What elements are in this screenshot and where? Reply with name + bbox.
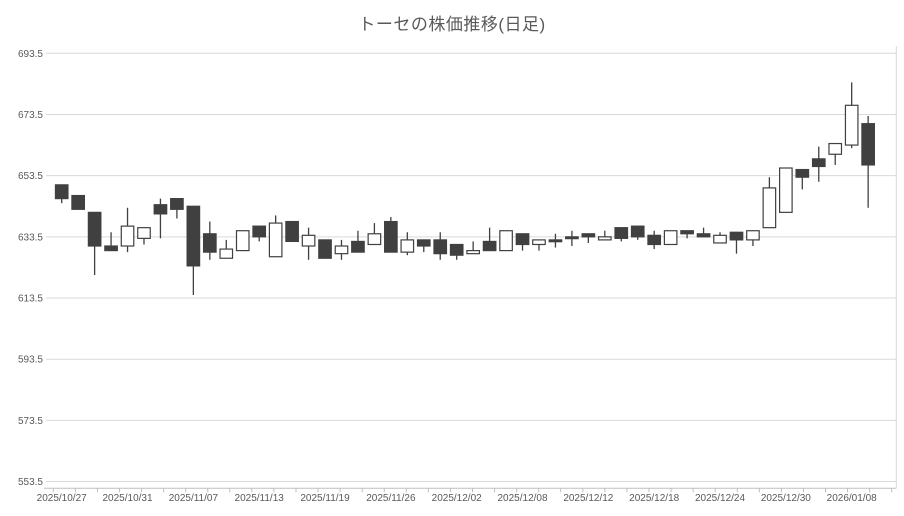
- candle-body: [779, 167, 793, 213]
- y-axis-label: 673.5: [18, 110, 43, 121]
- y-axis-label: 593.5: [18, 355, 43, 366]
- x-axis-label: 2025/12/08: [497, 493, 547, 504]
- candle-body: [581, 233, 596, 238]
- candle-body: [729, 231, 744, 241]
- candle-body: [499, 230, 513, 252]
- candle-body: [54, 184, 69, 200]
- candle-body: [548, 239, 563, 243]
- candle-body: [268, 222, 283, 258]
- candle-body: [219, 248, 234, 259]
- candle-body: [811, 158, 826, 168]
- candle-body: [762, 187, 777, 229]
- x-axis-label: 2025/11/19: [300, 493, 350, 504]
- candle-body: [630, 225, 645, 238]
- candle-body: [844, 104, 859, 146]
- x-axis-label: 2025/11/13: [235, 493, 285, 504]
- x-axis-label: 2025/12/30: [761, 493, 811, 504]
- candle-body: [663, 230, 678, 246]
- candle-body: [532, 239, 546, 246]
- candle-body: [120, 225, 135, 247]
- candle-body: [680, 230, 694, 235]
- y-axis-label: 553.5: [18, 477, 43, 488]
- candle-body: [170, 198, 184, 210]
- candle-body: [647, 234, 662, 246]
- y-axis-label: 653.5: [18, 171, 43, 182]
- candle-body: [828, 142, 843, 155]
- candle-body: [565, 236, 579, 240]
- y-axis-label: 573.5: [18, 416, 43, 427]
- candle-body: [137, 227, 151, 239]
- candle-body: [334, 245, 349, 255]
- x-axis-label: 2025/12/18: [629, 493, 679, 504]
- y-axis-label: 633.5: [18, 232, 43, 243]
- candle-body: [416, 239, 431, 247]
- candle-body: [713, 234, 727, 244]
- candle-body: [318, 239, 332, 259]
- candle-body: [861, 123, 875, 166]
- candle-body: [351, 240, 365, 253]
- candle-body: [235, 230, 250, 252]
- candle-body: [696, 233, 711, 238]
- candle-body: [71, 194, 86, 210]
- candle-body: [285, 220, 299, 243]
- candle-body: [252, 225, 267, 238]
- candle-body: [795, 168, 810, 178]
- x-axis-label: 2025/11/26: [366, 493, 416, 504]
- candle-body: [482, 240, 497, 252]
- y-axis-label: 613.5: [18, 294, 43, 305]
- x-axis-label: 2025/11/07: [169, 493, 219, 504]
- candle-body: [515, 233, 530, 246]
- candle-body: [153, 204, 168, 215]
- candle-body: [104, 245, 118, 252]
- candle-body: [400, 239, 415, 253]
- candle-body: [202, 233, 217, 253]
- x-axis-label: 2025/12/02: [432, 493, 482, 504]
- candle-body: [186, 205, 201, 267]
- candle-body: [449, 243, 464, 256]
- candle-body: [87, 211, 102, 247]
- candle-body: [433, 239, 448, 255]
- candle-body: [614, 227, 629, 239]
- x-axis-label: 2025/12/24: [695, 493, 745, 504]
- x-axis-label: 2025/12/12: [563, 493, 613, 504]
- candle-body: [367, 233, 382, 246]
- candle-body: [597, 236, 612, 241]
- candle-body: [384, 220, 398, 253]
- candle-body: [466, 250, 480, 255]
- x-axis-label: 2026/01/08: [827, 493, 877, 504]
- candle-body: [301, 234, 316, 247]
- chart-title: トーセの株価推移(日足): [358, 15, 546, 34]
- x-axis-label: 2025/10/27: [37, 493, 87, 504]
- y-axis-label: 693.5: [18, 49, 43, 60]
- x-axis-label: 2025/10/31: [103, 493, 153, 504]
- candle-body: [746, 230, 760, 241]
